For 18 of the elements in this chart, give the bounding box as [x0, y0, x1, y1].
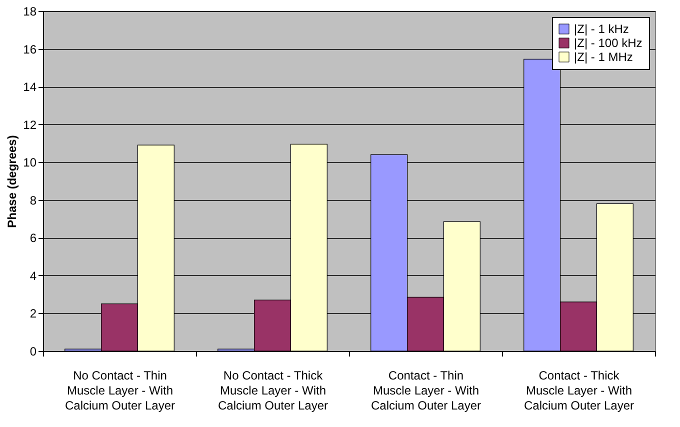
legend-label: |Z| - 100 kHz: [574, 36, 642, 50]
y-tick-label: 12: [23, 118, 37, 132]
x-tick-label: Contact - Thin Muscle Layer - With Calcium Outer Layer: [370, 368, 482, 412]
y-tick-label: 4: [30, 268, 37, 283]
x-tick-label: No Contact - Thin Muscle Layer - With Calcium Outer Layer: [64, 368, 176, 412]
legend-label: |Z| - 1 kHz: [574, 22, 629, 36]
y-tick-label: 18: [23, 4, 37, 18]
y-axis-title: Phase (degrees): [5, 135, 20, 228]
y-tick-label: 2: [30, 306, 37, 321]
legend-label: |Z| - 1 MHz: [574, 50, 633, 64]
y-tick-label: 0: [30, 344, 37, 358]
y-tick-label: 16: [23, 42, 37, 56]
y-tick-label: 8: [30, 193, 37, 208]
y-tick-label: 14: [23, 80, 37, 94]
y-tick-label: 10: [23, 156, 37, 170]
y-tick-label: 6: [30, 231, 37, 246]
x-tick-label: Contact - Thick Muscle Layer - With Calcium Outer Layer: [524, 368, 634, 412]
x-tick-label: No Contact - Thick Muscle Layer - With Calcium Outer Layer: [218, 368, 328, 412]
